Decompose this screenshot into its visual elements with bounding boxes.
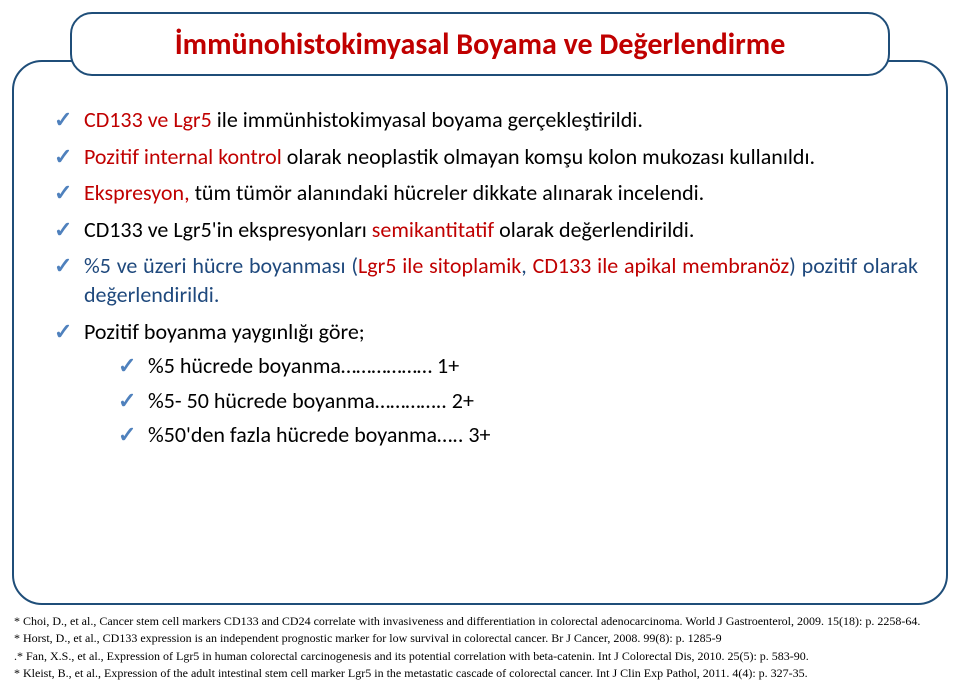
bullet-text: ,: [521, 252, 532, 279]
bullet-text: %5 ve üzeri hücre boyanması (: [84, 252, 358, 279]
reference-line: * Choi, D., et al., Cancer stem cell mar…: [8, 613, 952, 629]
reference-line: .* Fan, X.S., et al., Expression of Lgr5…: [8, 648, 952, 664]
sub-bullet-list: %5 hücrede boyanma……………… 1+ %5- 50 hücre…: [84, 352, 918, 450]
bullet-item: CD133 ve Lgr5 ile immünhistokimyasal boy…: [54, 106, 918, 135]
bullet-item: %5 ve üzeri hücre boyanması (Lgr5 ile si…: [54, 252, 918, 309]
bullet-highlight: CD133 ve Lgr5: [84, 106, 217, 133]
bullet-text: CD133 ve Lgr5'in ekspresyonları: [84, 216, 372, 243]
bullet-text: olarak değerlendirildi.: [499, 216, 694, 243]
sub-bullet-item: %5- 50 hücrede boyanma………….. 2+: [118, 387, 918, 416]
sub-bullet-item: %5 hücrede boyanma……………… 1+: [118, 352, 918, 381]
bullet-list: CD133 ve Lgr5 ile immünhistokimyasal boy…: [54, 106, 918, 450]
bullet-highlight: Lgr5 ile sitoplamik: [358, 252, 521, 279]
content-container: CD133 ve Lgr5 ile immünhistokimyasal boy…: [12, 60, 948, 605]
references: * Choi, D., et al., Cancer stem cell mar…: [8, 613, 952, 682]
bullet-highlight: Ekspresyon,: [84, 179, 195, 206]
bullet-text: tüm tümör alanındaki hücreler dikkate al…: [195, 179, 705, 206]
bullet-highlight: semikantitatif: [372, 216, 499, 243]
reference-line: * Kleist, B., et al., Expression of the …: [8, 665, 952, 681]
reference-line: * Horst, D., et al., CD133 expression is…: [8, 630, 952, 646]
bullet-text: olarak neoplastik olmayan komşu kolon mu…: [287, 143, 815, 170]
title-container: İmmünohistokimyasal Boyama ve Değerlendi…: [70, 12, 890, 76]
slide-title: İmmünohistokimyasal Boyama ve Değerlendi…: [175, 26, 786, 63]
bullet-text: ile immünhistokimyasal boyama gerçekleşt…: [217, 106, 643, 133]
bullet-text: Pozitif boyanma yaygınlığı göre;: [84, 318, 365, 345]
bullet-highlight: Pozitif internal kontrol: [84, 143, 287, 170]
sub-bullet-item: %50'den fazla hücrede boyanma….. 3+: [118, 421, 918, 450]
sub-bullet-text: %5 hücrede boyanma……………… 1+: [148, 352, 459, 379]
bullet-item: Pozitif boyanma yaygınlığı göre; %5 hücr…: [54, 318, 918, 450]
bullet-item: CD133 ve Lgr5'in ekspresyonları semikant…: [54, 216, 918, 245]
sub-bullet-text: %5- 50 hücrede boyanma………….. 2+: [148, 387, 474, 414]
bullet-item: Pozitif internal kontrol olarak neoplast…: [54, 143, 918, 172]
sub-bullet-text: %50'den fazla hücrede boyanma….. 3+: [148, 421, 490, 448]
bullet-item: Ekspresyon, tüm tümör alanındaki hücrele…: [54, 179, 918, 208]
bullet-highlight: CD133 ile apikal membranöz: [533, 252, 790, 279]
